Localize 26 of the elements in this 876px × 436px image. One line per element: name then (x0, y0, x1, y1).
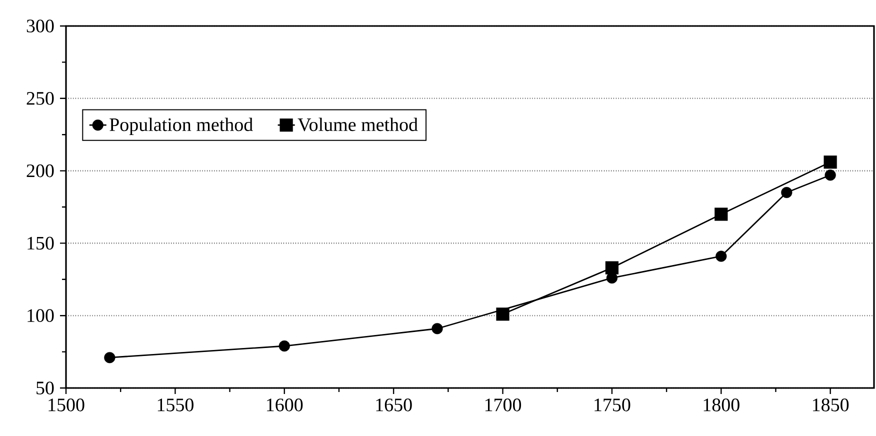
x-tick-label: 1600 (267, 398, 303, 412)
point (716, 250, 727, 262)
y-tick-label: 300 (26, 20, 54, 32)
x-tick-label: 1750 (594, 398, 630, 412)
point (714, 208, 728, 221)
x-tick-label: 1800 (704, 398, 740, 412)
point (432, 323, 443, 334)
y-tick-label: 200 (26, 164, 54, 178)
x-tick-label: 1850 (813, 398, 849, 412)
x-tick-label: 1650 (376, 398, 412, 412)
legend-label: Volume method (298, 118, 418, 132)
y-tick-label: 250 (26, 92, 54, 105)
legend-label: Population method (110, 118, 253, 135)
point (496, 308, 510, 321)
point (824, 156, 837, 169)
x-tick-label: 1550 (158, 398, 194, 412)
y-tick-label: 150 (28, 236, 54, 250)
y-tick-label: 100 (28, 309, 54, 322)
point (104, 352, 116, 364)
point (278, 340, 290, 352)
point (605, 261, 619, 274)
y-tick-label: 50 (36, 382, 54, 394)
point (781, 186, 792, 198)
x-tick-label: 1700 (485, 398, 522, 412)
x-tick-label: 1500 (48, 398, 84, 412)
point (824, 170, 836, 181)
